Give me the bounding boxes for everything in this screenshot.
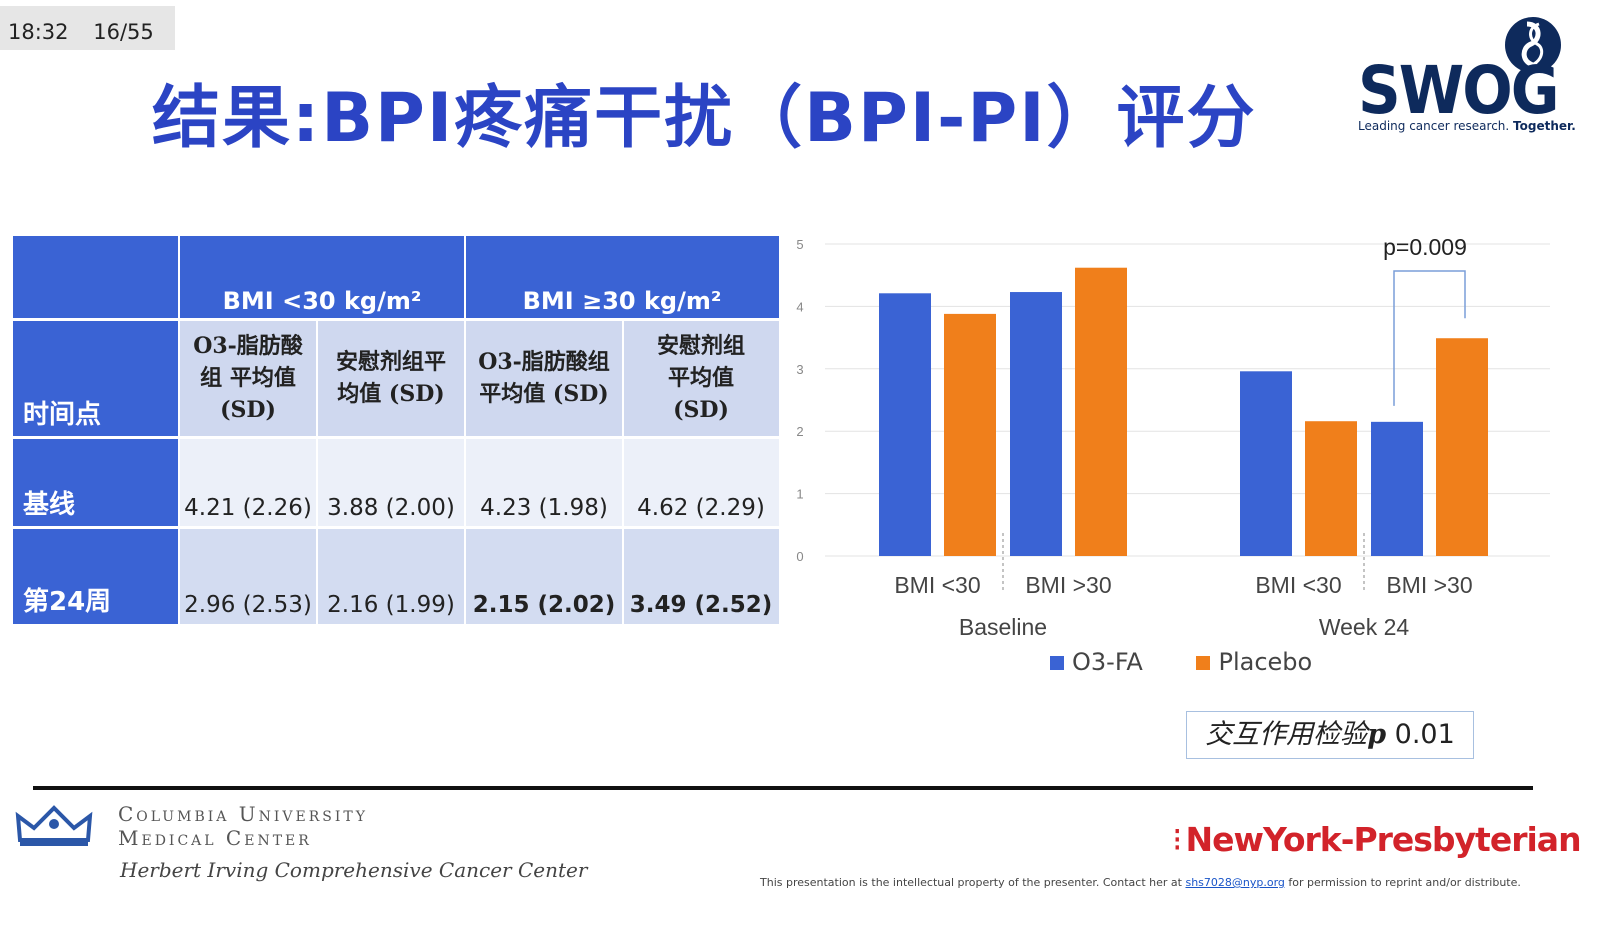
table-cell: 2.96 (2.53) bbox=[179, 527, 317, 624]
interaction-p-symbol: p bbox=[1367, 719, 1387, 750]
results-table: BMI <30 kg/m² BMI ≥30 kg/m² 时间点 O3-脂肪酸组 … bbox=[13, 236, 779, 624]
contact-email-link[interactable]: shs7028@nyp.org bbox=[1185, 876, 1285, 889]
row-label-week24: 第24周 bbox=[13, 527, 179, 624]
clock-time: 18:32 bbox=[8, 20, 69, 44]
bar bbox=[1436, 338, 1488, 556]
y-tick-label: 5 bbox=[796, 237, 803, 252]
disclaimer: This presentation is the intellectual pr… bbox=[760, 876, 1521, 889]
table-cell: 3.49 (2.52) bbox=[623, 527, 779, 624]
swog-tagline: Leading cancer research. Together. bbox=[1358, 119, 1576, 133]
interaction-p-value: 0.01 bbox=[1394, 719, 1455, 750]
swog-logo: SWOG Leading cancer research. Together. bbox=[1355, 6, 1576, 141]
table-cell: 4.21 (2.26) bbox=[179, 437, 317, 527]
swog-emblem-icon bbox=[1505, 17, 1561, 73]
bar bbox=[1075, 267, 1127, 556]
y-tick-label: 2 bbox=[796, 424, 803, 439]
table-cell: 4.23 (1.98) bbox=[465, 437, 623, 527]
table-corner bbox=[13, 236, 179, 319]
y-tick-label: 4 bbox=[796, 299, 803, 314]
status-bar: 18:32 16/55 bbox=[0, 6, 175, 50]
table-cell: 2.15 (2.02) bbox=[465, 527, 623, 624]
legend-label-o3fa: O3-FA bbox=[1072, 648, 1143, 676]
chart-legend: O3-FA Placebo bbox=[1050, 648, 1312, 676]
x-group-label: Week 24 bbox=[1319, 614, 1410, 640]
bar bbox=[1371, 421, 1423, 556]
col-header: O3-脂肪酸组 平均值 (SD) bbox=[179, 319, 317, 437]
col-header: 安慰剂组平均值 (SD) bbox=[623, 319, 779, 437]
legend-label-placebo: Placebo bbox=[1218, 648, 1313, 676]
bar-chart: 0 1 2 3 4 5 BMI <30 BMI >30 Baseline BMI <30 BMI >… bbox=[796, 234, 1550, 640]
y-tick-label: 0 bbox=[796, 549, 803, 564]
slide-title: 结果:BPI疼痛干扰（BPI-PI）评分 bbox=[152, 79, 1257, 158]
crown-icon bbox=[15, 805, 93, 846]
group-header-bmi-under-30: BMI <30 kg/m² bbox=[179, 236, 465, 319]
disclaimer-text-b: for permission to reprint and/or distrib… bbox=[1288, 876, 1521, 889]
col-header: O3-脂肪酸组 平均值 (SD) bbox=[465, 319, 623, 437]
y-tick-label: 1 bbox=[796, 487, 803, 502]
columbia-line1: Columbia University bbox=[118, 802, 368, 826]
bar bbox=[1010, 292, 1062, 556]
bar bbox=[944, 313, 996, 556]
slide-counter: 16/55 bbox=[93, 20, 154, 44]
columbia-logo: Columbia University Medical Center Herbe… bbox=[14, 802, 587, 882]
y-tick-label: 3 bbox=[796, 362, 803, 377]
swog-wordmark: SWOG bbox=[1358, 52, 1559, 129]
row-label-baseline: 基线 bbox=[13, 437, 179, 527]
columbia-line2: Medical Center bbox=[118, 826, 312, 850]
table-cell: 2.16 (1.99) bbox=[317, 527, 465, 624]
group-header-bmi-over-30: BMI ≥30 kg/m² bbox=[465, 236, 779, 319]
table-cell: 3.88 (2.00) bbox=[317, 437, 465, 527]
col-header: 安慰剂组平均值 (SD) bbox=[317, 319, 465, 437]
columbia-line3: Herbert Irving Comprehensive Cancer Cent… bbox=[120, 858, 588, 882]
nyp-wordmark: NewYork-Presbyterian bbox=[1185, 820, 1582, 859]
x-subgroup-label: BMI >30 bbox=[1025, 572, 1111, 598]
table-cell: 4.62 (2.29) bbox=[623, 437, 779, 527]
x-subgroup-label: BMI <30 bbox=[894, 572, 980, 598]
interaction-test-box: 交互作用检验p 0.01 bbox=[1186, 711, 1474, 759]
interaction-test-label: 交互作用检验 bbox=[1205, 719, 1368, 750]
bar bbox=[1240, 371, 1292, 556]
legend-swatch-placebo bbox=[1196, 656, 1211, 670]
disclaimer-text-a: This presentation is the intellectual pr… bbox=[760, 876, 1182, 889]
significance-bracket bbox=[1393, 270, 1466, 406]
legend-swatch-o3fa bbox=[1050, 656, 1064, 670]
x-subgroup-label: BMI <30 bbox=[1255, 572, 1341, 598]
x-group-label: Baseline bbox=[959, 614, 1047, 640]
bar bbox=[1305, 421, 1357, 556]
bar bbox=[879, 293, 931, 556]
row-label-timepoint: 时间点 bbox=[13, 319, 179, 437]
nyp-logo: ⁝ NewYork-Presbyterian bbox=[1172, 820, 1582, 859]
x-subgroup-label: BMI >30 bbox=[1386, 572, 1472, 598]
footer-divider bbox=[33, 786, 1533, 790]
p-value-annotation: p=0.009 bbox=[1383, 234, 1467, 260]
